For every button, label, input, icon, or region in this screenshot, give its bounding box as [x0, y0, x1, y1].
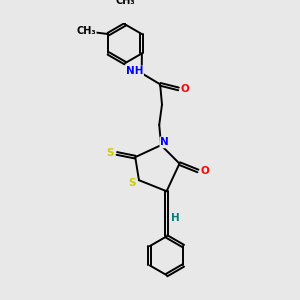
Text: CH₃: CH₃	[76, 26, 96, 36]
Text: O: O	[181, 84, 189, 94]
Text: CH₃: CH₃	[115, 0, 135, 6]
Text: O: O	[201, 166, 210, 176]
Text: S: S	[129, 178, 136, 188]
Text: N: N	[160, 137, 169, 147]
Text: S: S	[106, 148, 114, 158]
Text: H: H	[170, 213, 179, 223]
Text: NH: NH	[126, 66, 143, 76]
